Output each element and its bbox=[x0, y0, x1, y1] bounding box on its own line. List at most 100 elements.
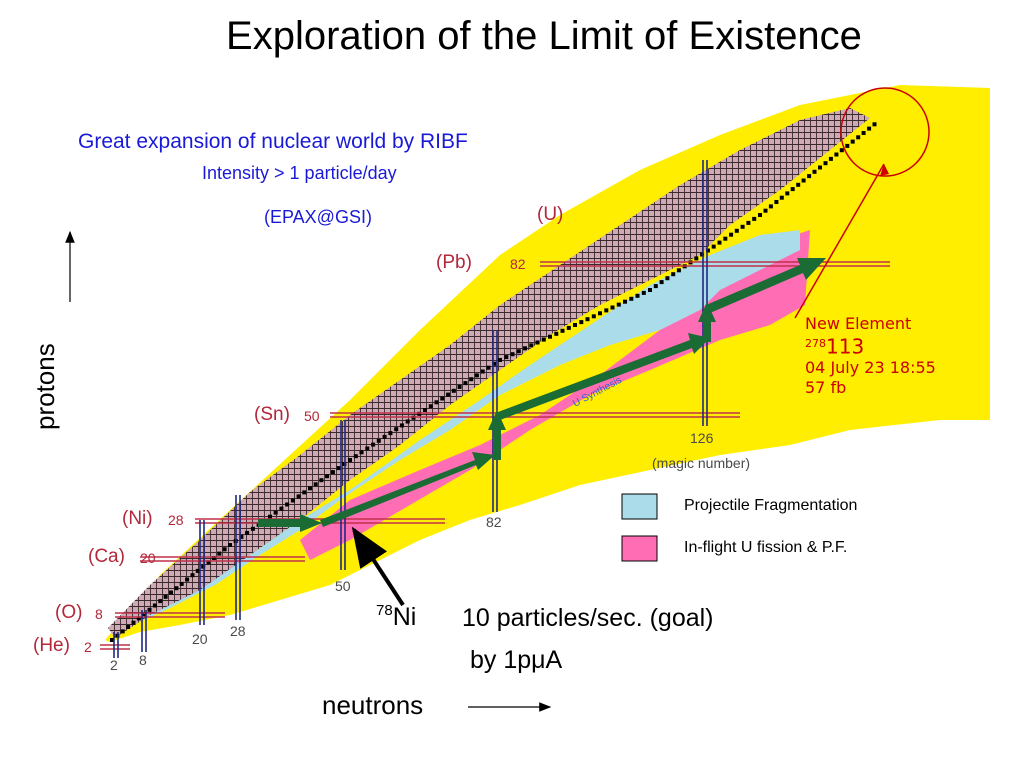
stable-nucleus bbox=[330, 470, 335, 475]
neutron-magic-50: 50 bbox=[335, 578, 351, 594]
stable-nucleus bbox=[126, 625, 131, 629]
neutron-magic-2: 2 bbox=[110, 657, 118, 673]
neutron-magic-8: 8 bbox=[139, 652, 147, 668]
stable-nucleus bbox=[740, 224, 745, 229]
element-label-o: (O) bbox=[55, 602, 83, 623]
stable-nucleus bbox=[268, 514, 272, 519]
stable-nucleus bbox=[785, 191, 790, 196]
stable-nucleus bbox=[147, 607, 152, 612]
stable-nucleus bbox=[529, 343, 534, 348]
stable-nucleus bbox=[579, 320, 584, 325]
stable-nucleus bbox=[250, 526, 255, 531]
stable-nucleus bbox=[585, 317, 590, 322]
stable-nucleus bbox=[504, 355, 509, 360]
stable-nucleus bbox=[510, 352, 515, 357]
stable-nucleus bbox=[131, 620, 136, 625]
stable-nucleus bbox=[839, 148, 844, 153]
neutron-magic-20: 20 bbox=[192, 631, 208, 647]
stable-nucleus bbox=[336, 466, 341, 471]
new-element-number: 113 bbox=[826, 334, 865, 359]
stable-nucleus bbox=[388, 431, 393, 436]
stable-nucleus bbox=[308, 486, 312, 491]
element-label-ni: (Ni) bbox=[122, 508, 153, 529]
stable-nucleus bbox=[185, 577, 190, 582]
stable-nucleus bbox=[523, 346, 527, 351]
stable-nucleus bbox=[676, 268, 681, 273]
neutron-magic-126: 126 bbox=[690, 430, 714, 446]
stable-nucleus bbox=[469, 377, 474, 382]
stable-nuclei-line bbox=[110, 122, 877, 642]
legend-swatch-fission bbox=[621, 535, 658, 562]
stable-nucleus bbox=[273, 510, 278, 515]
page-title: Exploration of the Limit of Existence bbox=[226, 14, 862, 58]
stable-nucleus bbox=[779, 195, 784, 200]
proton-magic-8: 8 bbox=[95, 606, 103, 622]
stable-nucleus bbox=[790, 187, 795, 192]
element-label-u: (U) bbox=[537, 204, 564, 225]
stable-nucleus bbox=[659, 280, 664, 285]
stable-nucleus bbox=[399, 423, 404, 428]
stable-nucleus bbox=[729, 232, 734, 237]
stable-nucleus bbox=[623, 299, 627, 304]
stable-nucleus bbox=[376, 438, 381, 443]
stable-nucleus bbox=[604, 308, 609, 313]
legend-label-fragmentation: Projectile Fragmentation bbox=[684, 497, 858, 514]
stable-nucleus bbox=[796, 182, 801, 187]
stable-nucleus bbox=[353, 454, 358, 459]
stable-nucleus bbox=[566, 325, 571, 330]
stable-nucleus bbox=[457, 384, 462, 389]
element-label-he: (He) bbox=[33, 635, 70, 656]
stable-nucleus bbox=[641, 290, 646, 295]
stable-nucleus bbox=[616, 302, 621, 307]
stable-nucleus bbox=[190, 573, 195, 578]
neutrons-axis-label: neutrons bbox=[322, 690, 424, 720]
new-element-circle bbox=[840, 87, 930, 177]
stable-nucleus bbox=[110, 638, 114, 642]
stable-nucleus bbox=[211, 556, 216, 560]
stable-nucleus bbox=[486, 365, 491, 370]
protons-axis-label: protons bbox=[30, 343, 60, 430]
stable-nucleus bbox=[850, 139, 855, 144]
stable-nucleus bbox=[179, 581, 184, 586]
stable-nucleus bbox=[152, 603, 157, 608]
stable-nucleus bbox=[302, 490, 307, 495]
stable-nucleus bbox=[245, 530, 250, 535]
stable-nucleus bbox=[746, 220, 751, 225]
stable-nucleus bbox=[535, 340, 540, 345]
stable-nucleus bbox=[423, 408, 427, 412]
stable-nucleus bbox=[665, 276, 670, 281]
stable-nucleus bbox=[382, 434, 387, 439]
element-label-pb: (Pb) bbox=[436, 252, 472, 273]
stable-nucleus bbox=[319, 478, 324, 483]
stable-nucleus bbox=[365, 446, 370, 451]
stable-nucleus bbox=[610, 305, 615, 310]
stable-nucleus bbox=[434, 400, 439, 405]
stable-nucleus bbox=[279, 506, 284, 511]
stable-nucleus bbox=[768, 204, 773, 209]
stable-nucleus bbox=[705, 248, 710, 253]
new-element-heading: New Element bbox=[805, 314, 912, 333]
neutron-magic-28: 28 bbox=[230, 623, 246, 639]
new-element-id: 278113 bbox=[805, 334, 936, 358]
stable-nucleus bbox=[325, 474, 330, 479]
rate-goal: 10 particles/sec. (goal) bbox=[462, 604, 714, 632]
stable-nucleus bbox=[554, 331, 559, 336]
new-element-note: New Element 278113 04 July 23 18:55 57 f… bbox=[805, 314, 936, 398]
stable-nucleus bbox=[648, 288, 652, 292]
stable-nucleus bbox=[446, 392, 451, 397]
stable-nucleus bbox=[828, 156, 833, 161]
stable-nucleus bbox=[700, 252, 705, 257]
stable-nucleus bbox=[763, 208, 768, 213]
stable-nucleus bbox=[541, 337, 546, 342]
stable-nucleus bbox=[861, 131, 866, 135]
stable-nucleus bbox=[451, 388, 456, 393]
stable-nucleus bbox=[217, 551, 222, 556]
stable-nucleus bbox=[296, 494, 301, 499]
stable-nucleus bbox=[120, 629, 125, 634]
stable-nucleus bbox=[492, 361, 497, 366]
neutron-magic-82: 82 bbox=[486, 514, 502, 530]
stable-nucleus bbox=[758, 213, 762, 217]
intensity-note: Intensity > 1 particle/day bbox=[202, 163, 397, 183]
stable-nucleus bbox=[428, 404, 433, 409]
